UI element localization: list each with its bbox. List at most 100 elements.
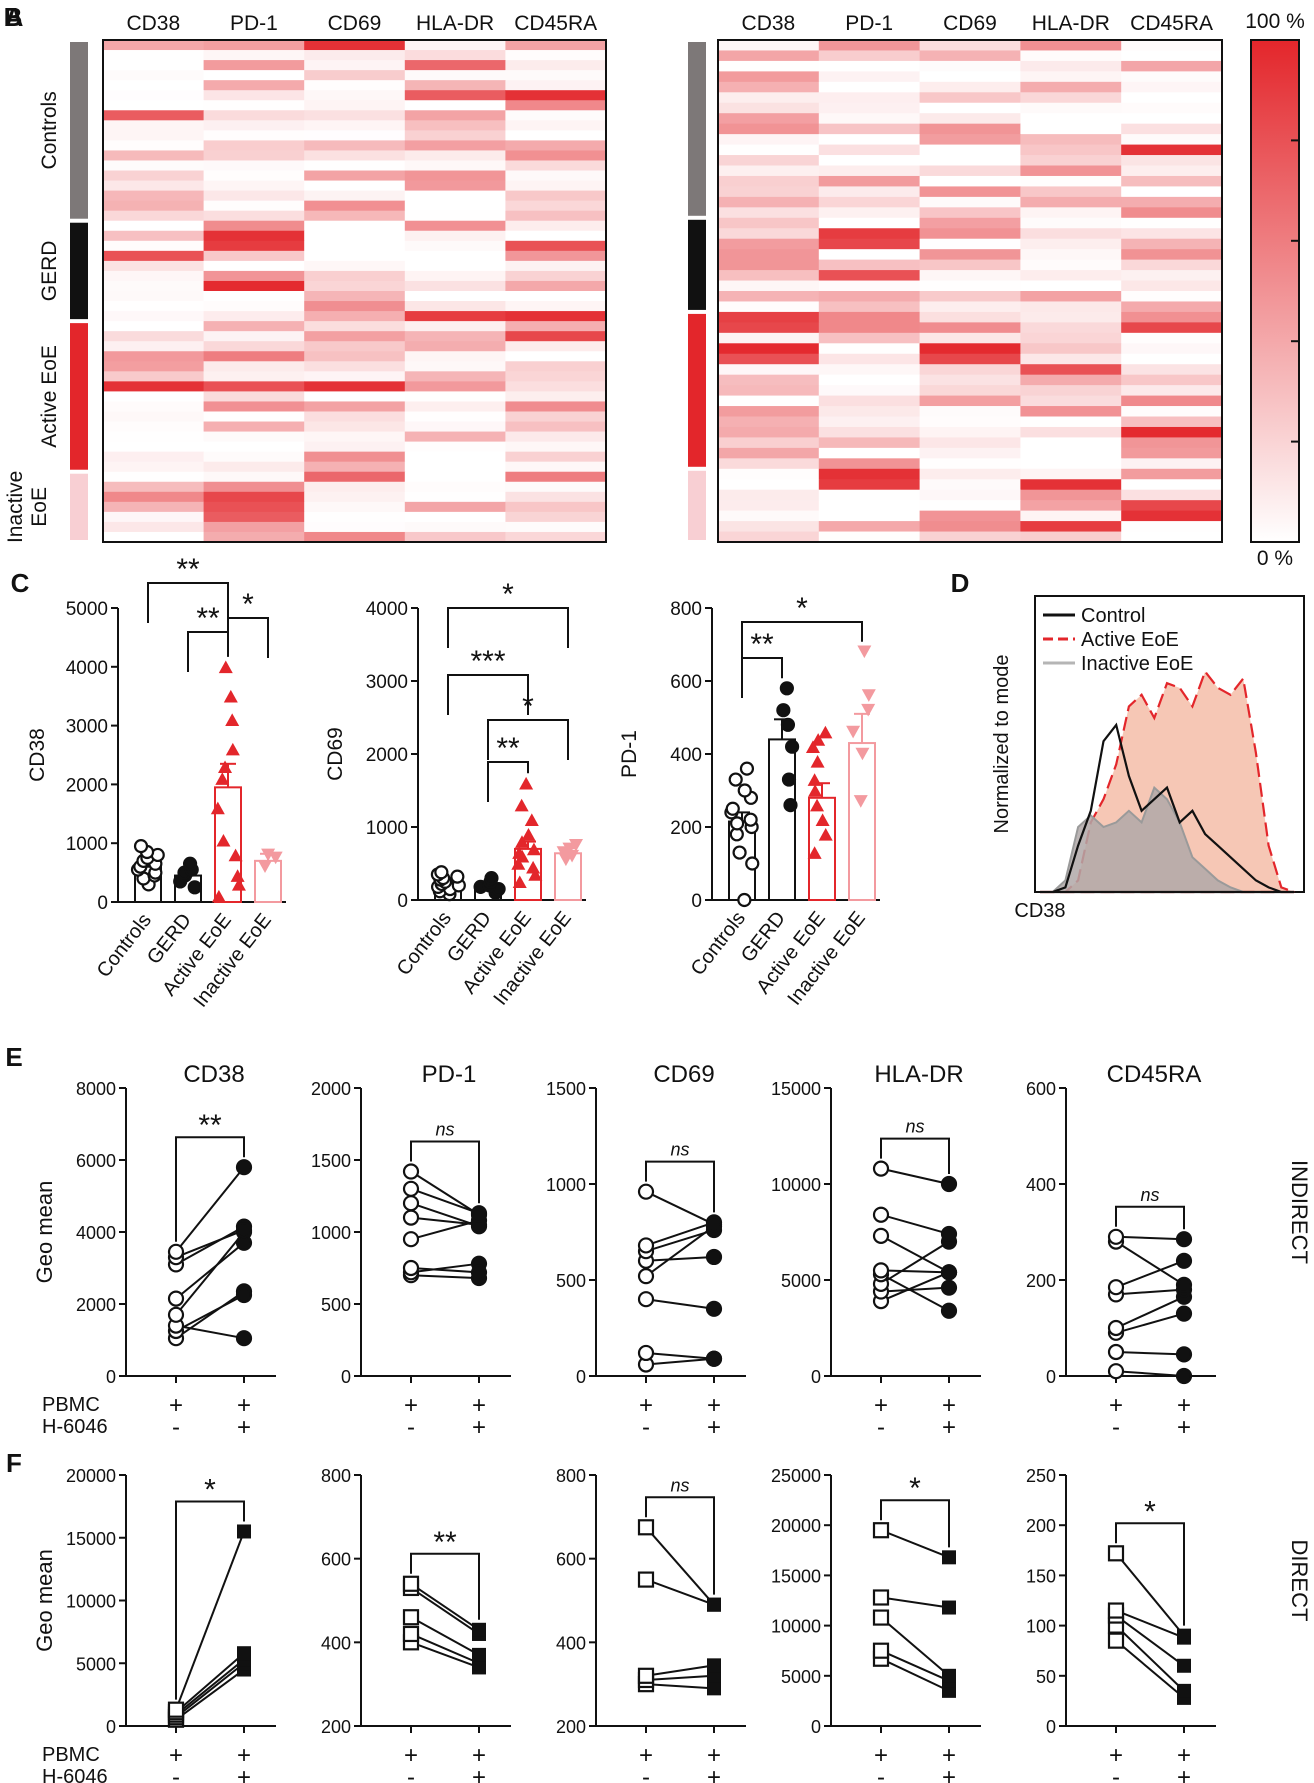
heatmap-cell [304,491,406,503]
heatmap-cell [1020,301,1122,313]
heatmap-cell [505,230,607,242]
data-point-before [402,1209,420,1226]
heatmap-cell [404,391,506,402]
y-tick-label: 5000 [781,1271,821,1291]
heatmap-cell [818,102,921,114]
heatmap-cell [818,395,921,407]
heatmap-cell [304,441,406,453]
heatmap-cell [304,140,406,151]
heatmap-cell [818,426,921,438]
heatmap-cell [818,71,921,83]
data-point-before [1107,1319,1125,1337]
pair-line [1115,1259,1185,1289]
heatmap-cell [404,70,506,81]
heatmap-cell [103,190,205,202]
y-tick-label: 5000 [66,599,108,620]
heatmap-cell [404,240,506,252]
y-tick-label: 6000 [76,1151,116,1171]
heatmap-cell [304,301,406,312]
condition-sign: + [1109,1742,1123,1769]
heatmap-cell [505,200,607,212]
data-point-before [167,1306,185,1323]
pair-line [880,1596,950,1609]
heatmap-cell [404,230,506,242]
data-point [133,839,149,854]
paired-panel: 0 5000 10000 15000 HLA-DR ns [771,1061,981,1387]
heatmap-cell [404,130,506,141]
heatmap-cell [304,270,406,282]
heatmap-cell [818,332,921,344]
heatmap-cell [718,175,820,187]
pair-line [410,1641,480,1669]
y-tick-label: 10000 [66,1592,116,1612]
heatmap-frame [102,39,607,543]
y-tick-label: 4000 [366,599,408,620]
heatmap-cell [1020,228,1122,240]
heatmap-cell [404,200,506,212]
heatmap-cell [718,270,820,282]
heatmap-cell [718,238,820,250]
heatmap-cell [718,259,820,271]
data-point-before [637,1571,655,1588]
significance-label: ** [198,1109,222,1142]
pair-line [645,1674,715,1681]
pair-line [880,1234,950,1274]
data-point [231,878,246,891]
heatmap-cell [1121,458,1223,470]
heatmap-cell [1020,447,1122,459]
heatmap-cell [1121,437,1223,449]
heatmap-cell [718,447,820,459]
pair-line [1115,1235,1185,1241]
data-point-before [872,1522,890,1539]
heatmap-cell [718,301,820,313]
pair-line [645,1255,715,1262]
heatmap-cell [203,481,305,493]
heatmap-cell [1121,249,1223,261]
heatmap-cell [1020,196,1122,208]
data-point [737,892,752,908]
heatmap-cell [103,301,205,312]
heatmap-cell [919,447,1021,459]
significance-bracket [880,1499,950,1548]
bar-chart-C1: 010002000300040005000CD38ControlsGERDAct… [11,553,286,1012]
data-point [526,860,541,874]
data-point-before [872,1589,890,1606]
y-tick-label: 800 [670,599,702,620]
heatmap-cell [1020,134,1122,146]
heatmap-cell [1121,416,1223,428]
heatmap-cell [404,491,506,503]
heatmap-cell [919,238,1021,250]
significance-bracket [410,1552,480,1620]
heatmap-cell [505,391,607,402]
heatmap-cell [203,40,305,51]
data-point-before [402,1195,420,1212]
significance-label: ** [433,1526,457,1559]
pair-line [880,1213,950,1235]
heatmap-A: A CD38 PD-1 CD69 HLA-DR CD45RA Controls GERD Act… [4,2,607,543]
significance-bracket [741,621,863,662]
y-tick-label: 0 [97,893,108,914]
data-point [861,689,876,702]
y-tick-label: 400 [1026,1175,1056,1195]
data-point [780,717,796,732]
heatmap-cell [919,175,1021,187]
heatmap-cell [203,471,305,483]
heatmap-cell [404,110,506,121]
y-tick-label: 1000 [546,1175,586,1195]
heatmap-cell [505,311,607,322]
y-tick-label: 2000 [66,775,108,796]
y-tick-label: 10000 [771,1175,821,1195]
heatmap-cell [103,391,205,402]
colorbar: 100 % 0 % [1245,10,1305,570]
heatmap-cell [505,260,607,272]
heatmap-cell [404,280,506,292]
heatmap-cell [505,451,607,463]
heatmap-cell [919,437,1021,449]
heatmap-cell [505,381,607,392]
heatmap-cell [919,291,1021,302]
data-point-before [637,1519,655,1536]
heatmap-cell [304,40,406,51]
data-point [728,772,743,787]
y-tick-label: 500 [321,1295,351,1315]
